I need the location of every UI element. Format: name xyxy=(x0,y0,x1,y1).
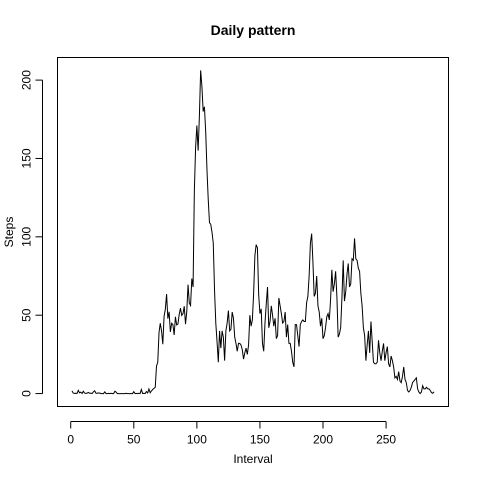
x-axis-label: Interval xyxy=(233,452,272,466)
x-tick-label: 100 xyxy=(187,433,207,447)
y-tick-label: 0 xyxy=(20,390,34,397)
x-tick-label: 0 xyxy=(67,433,74,447)
x-tick-label: 250 xyxy=(376,433,396,447)
y-tick-label: 200 xyxy=(20,70,34,90)
y-tick-label: 150 xyxy=(20,148,34,168)
x-tick-label: 200 xyxy=(313,433,333,447)
data-line xyxy=(71,70,435,395)
y-axis-label: Steps xyxy=(2,217,16,248)
y-tick-label: 100 xyxy=(20,227,34,247)
plot-frame xyxy=(57,57,449,407)
x-tick-label: 150 xyxy=(250,433,270,447)
y-tick-label: 50 xyxy=(20,308,34,322)
x-tick-label: 50 xyxy=(127,433,141,447)
chart-title: Daily pattern xyxy=(211,22,296,38)
